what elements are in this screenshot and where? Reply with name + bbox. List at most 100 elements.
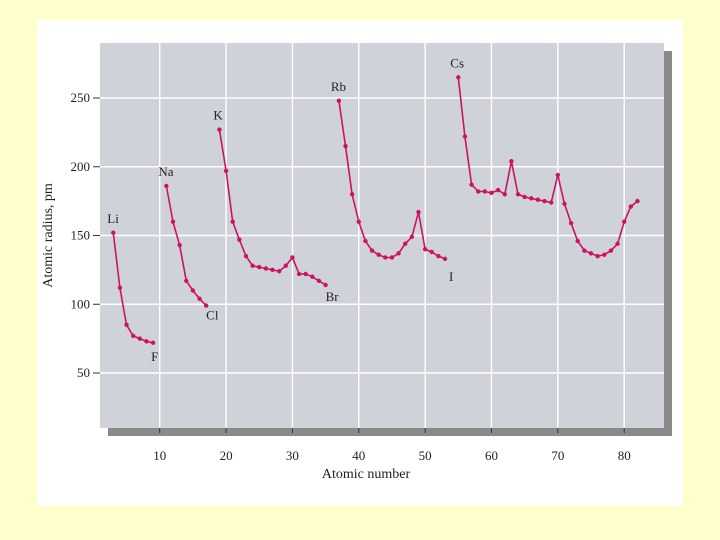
data-point-22 (270, 267, 275, 273)
data-point-60 (535, 197, 541, 202)
data-point-32 (343, 143, 348, 149)
data-point-6 (150, 340, 156, 345)
data-point-38 (383, 255, 388, 260)
data-point-59 (529, 196, 534, 201)
data-point-63 (555, 172, 561, 178)
data-point-43 (416, 209, 421, 215)
data-point-67 (582, 248, 587, 253)
data-point-57 (515, 192, 521, 197)
data-point-42 (409, 234, 415, 240)
data-point-34 (356, 219, 361, 224)
element-label-na: Na (158, 164, 173, 179)
data-point-7 (164, 183, 169, 189)
x-tick-label-1: 20 (220, 448, 233, 463)
element-label-br: Br (326, 289, 340, 304)
data-point-28 (310, 274, 315, 279)
data-point-50 (469, 182, 474, 187)
data-point-4 (137, 336, 143, 341)
data-point-41 (403, 241, 408, 246)
data-point-68 (588, 251, 594, 256)
data-point-58 (522, 194, 527, 200)
data-point-31 (336, 98, 342, 103)
data-point-1 (117, 285, 123, 290)
y-axis-title: Atomic radius, pm (41, 183, 56, 288)
data-point-49 (462, 134, 468, 139)
data-point-46 (436, 253, 441, 259)
data-point-45 (429, 249, 434, 255)
data-point-71 (608, 248, 614, 253)
x-axis-title: Atomic number (322, 467, 411, 482)
element-label-cs: Cs (450, 55, 464, 70)
data-point-29 (316, 278, 322, 284)
element-label-cl: Cl (206, 308, 219, 323)
data-point-66 (575, 238, 580, 244)
data-point-3 (130, 333, 136, 339)
x-tick-label-4: 50 (419, 448, 432, 463)
data-point-21 (263, 266, 269, 271)
x-tick-label-5: 60 (485, 448, 498, 463)
data-point-69 (595, 253, 600, 259)
x-tick-label-7: 80 (618, 448, 631, 463)
x-tick-label-2: 30 (286, 448, 299, 463)
data-point-2 (124, 322, 129, 328)
data-point-64 (562, 201, 567, 207)
data-point-30 (323, 282, 328, 288)
data-point-33 (349, 192, 355, 197)
data-point-16 (230, 219, 235, 224)
data-point-61 (542, 198, 547, 204)
element-label-f: F (151, 349, 158, 364)
data-point-23 (276, 269, 282, 274)
y-tick-label-0: 50 (77, 365, 90, 380)
data-point-62 (549, 200, 554, 205)
data-point-54 (495, 187, 501, 193)
element-label-k: K (213, 108, 223, 123)
element-label-rb: Rb (331, 79, 346, 94)
data-point-65 (568, 220, 574, 226)
data-point-24 (283, 263, 288, 268)
data-point-56 (509, 159, 514, 164)
x-tick-label-6: 70 (551, 448, 564, 463)
data-point-20 (257, 264, 262, 270)
data-point-27 (303, 271, 308, 277)
data-point-37 (376, 252, 381, 257)
data-point-52 (482, 189, 488, 194)
data-point-17 (237, 237, 242, 242)
data-point-25 (290, 255, 295, 260)
data-point-70 (602, 252, 607, 257)
data-point-40 (396, 251, 401, 256)
data-point-12 (197, 296, 202, 301)
data-point-47 (442, 256, 448, 262)
series-line-segment-4 (457, 77, 639, 257)
data-point-11 (190, 288, 196, 293)
data-point-10 (184, 278, 189, 284)
element-label-li: Li (107, 211, 119, 226)
y-tick-label-4: 250 (71, 90, 91, 105)
data-point-18 (243, 253, 249, 259)
y-tick-label-1: 100 (71, 296, 91, 311)
data-point-73 (621, 219, 627, 224)
data-point-9 (177, 242, 182, 248)
data-point-48 (456, 75, 461, 80)
x-tick-label-3: 40 (352, 448, 365, 463)
element-label-i: I (449, 269, 453, 284)
data-point-15 (223, 168, 229, 174)
data-point-36 (369, 248, 375, 253)
data-point-39 (389, 255, 395, 260)
data-point-55 (502, 192, 507, 197)
y-tick-label-3: 200 (71, 159, 91, 174)
data-point-75 (635, 198, 640, 204)
y-tick-label-2: 150 (71, 228, 91, 243)
data-point-51 (476, 189, 481, 194)
data-point-26 (296, 271, 302, 277)
data-point-14 (217, 127, 222, 132)
data-point-19 (250, 263, 255, 268)
data-point-44 (422, 247, 428, 252)
data-point-13 (203, 303, 209, 308)
data-point-0 (111, 230, 116, 235)
data-point-72 (615, 241, 620, 246)
data-point-8 (170, 219, 176, 224)
data-point-53 (489, 190, 494, 196)
data-point-35 (363, 238, 368, 244)
